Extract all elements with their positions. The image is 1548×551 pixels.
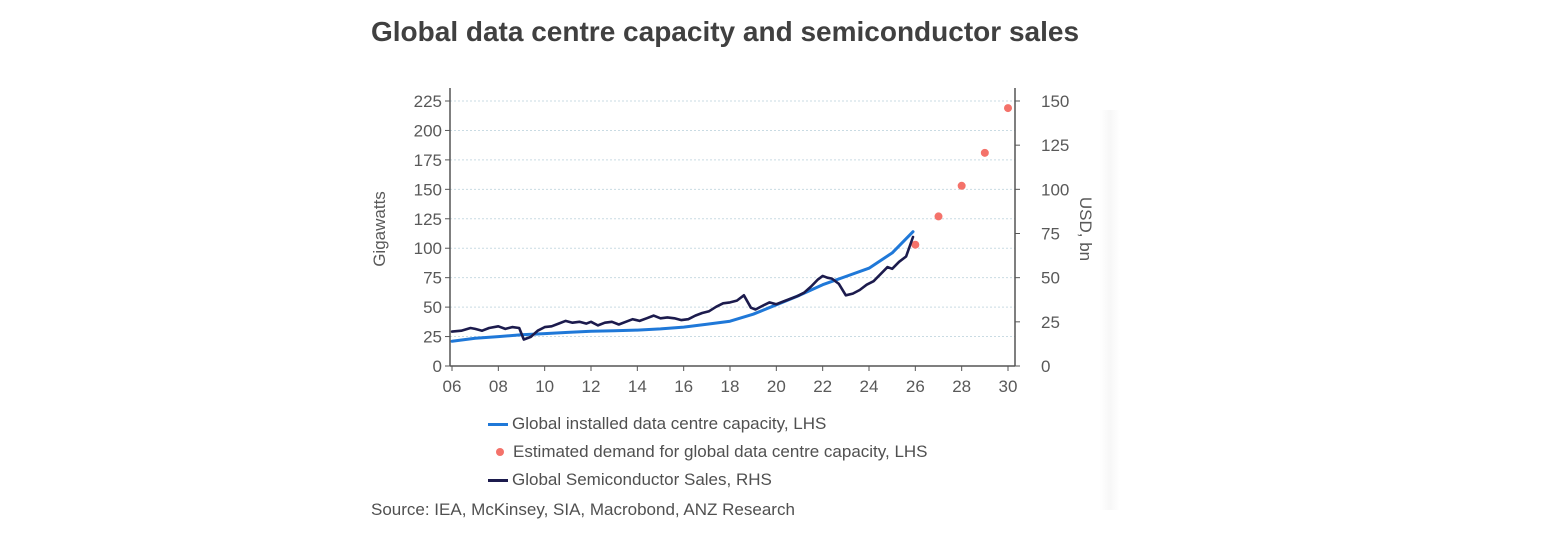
legend-label: Global installed data centre capacity, L… [512,414,827,433]
y-left-tick-label: 75 [423,269,442,288]
x-tick-label: 10 [535,377,554,396]
legend-swatch-line-blue [488,422,508,426]
series-line-semiconductor-sales [450,235,915,341]
data-point-estimated-demand [1004,104,1012,113]
legend-item-semiconductor: Global Semiconductor Sales, RHS [488,466,928,494]
legend: Global installed data centre capacity, L… [488,410,928,494]
y-right-tick-label: 75 [1041,225,1060,244]
x-tick-label: 08 [489,377,508,396]
y-left-tick-label: 100 [414,239,442,258]
y-left-tick-label: 150 [414,180,442,199]
y-left-tick-label: 0 [433,357,442,376]
x-tick-label: 18 [721,377,740,396]
edge-shade [1100,110,1120,510]
y-right-tick-label: 0 [1041,357,1050,376]
axes: 0 25 50 75 100 125 150 175 200 225 0 25 50 75 100 125 15… [414,88,1069,396]
legend-swatch-dot-red [496,448,504,456]
source-note: Source: IEA, McKinsey, SIA, Macrobond, A… [371,500,795,519]
x-tick-label: 28 [952,377,971,396]
x-tick-label: 12 [582,377,601,396]
x-tick-label: 24 [860,377,879,396]
y-right-tick-label: 50 [1041,269,1060,288]
data-point-estimated-demand [980,148,989,157]
y-left-tick-label: 175 [414,151,442,170]
y-axis-right-title: USD, bn [1076,197,1095,261]
x-tick-label: 06 [443,377,462,396]
data-point-estimated-demand [957,181,966,190]
x-tick-label: 30 [999,377,1018,396]
series-line-installed-capacity [450,230,915,343]
y-left-tick-label: 50 [423,298,442,317]
x-tick-label: 20 [767,377,786,396]
x-tick-label: 16 [674,377,693,396]
y-axis-left-title: Gigawatts [370,191,389,267]
chart-title: Global data centre capacity and semicond… [370,16,1080,47]
x-tick-label: 14 [628,377,647,396]
data-point-estimated-demand [911,240,920,249]
y-right-tick-label: 150 [1041,92,1069,111]
y-left-tick-label: 25 [423,328,442,347]
y-right-tick-label: 125 [1041,136,1069,155]
x-tick-label: 22 [813,377,832,396]
legend-label: Estimated demand for global data centre … [513,442,928,461]
y-right-tick-label: 100 [1041,180,1069,199]
y-right-tick-label: 25 [1041,313,1060,332]
legend-item-capacity: Global installed data centre capacity, L… [488,410,928,438]
data-point-estimated-demand [934,212,943,221]
y-left-tick-label: 125 [414,210,442,229]
legend-item-demand: Estimated demand for global data centre … [488,438,928,466]
y-left-tick-label: 200 [414,121,442,140]
x-tick-label: 26 [906,377,925,396]
legend-swatch-line-navy [488,478,508,482]
legend-label: Global Semiconductor Sales, RHS [512,470,772,489]
series-layer [450,104,1012,343]
y-left-tick-label: 225 [414,92,442,111]
